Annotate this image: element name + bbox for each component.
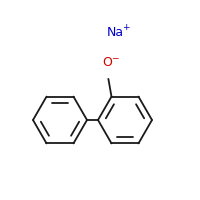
Text: +: + — [122, 23, 130, 32]
Text: −: − — [111, 53, 118, 62]
Text: Na: Na — [106, 26, 124, 40]
Text: O: O — [102, 56, 112, 70]
